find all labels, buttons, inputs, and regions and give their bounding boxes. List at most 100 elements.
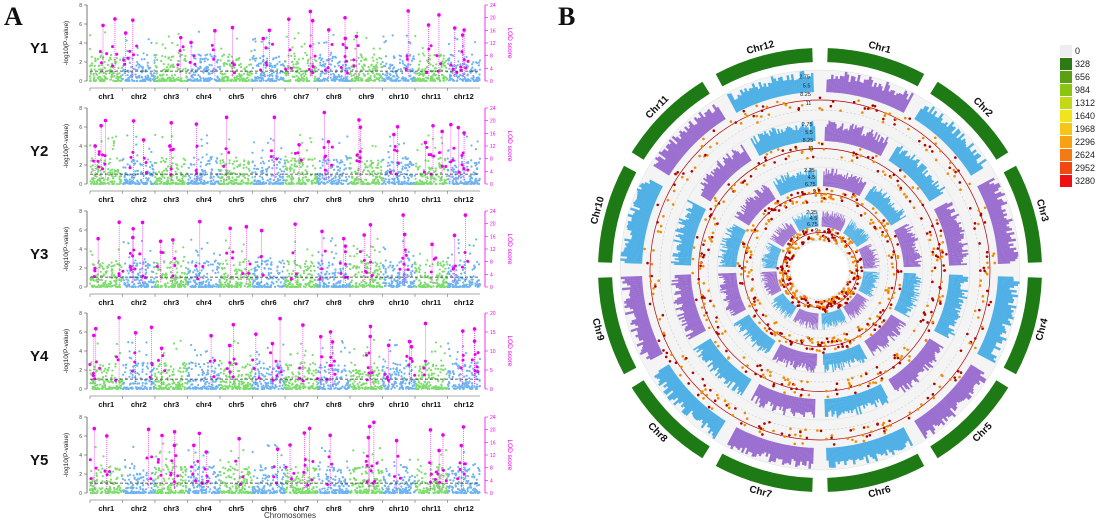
legend-value: 984 (1075, 84, 1091, 95)
chromosome-label: chr10 (389, 504, 409, 513)
right-tick-label: 0 (490, 491, 493, 497)
left-tick-label: 2 (79, 60, 82, 66)
chromosome-label: chr5 (228, 504, 244, 513)
right-tick-label: 16 (490, 440, 496, 446)
left-tick-label: 2 (79, 266, 82, 272)
legend-swatch (1060, 44, 1072, 57)
right-tick-label: 4 (490, 478, 493, 484)
ring-scale-label: 5.5 (805, 130, 813, 136)
density-legend: 0 328 656 984 1312 1640 1968 2296 2624 2952 3280 (1060, 44, 1106, 187)
chromosome-label: chr4 (196, 195, 213, 204)
left-tick-label: 6 (79, 22, 82, 28)
right-tick-label: 8 (490, 54, 493, 60)
ring-scale-label: 6.75 (805, 182, 816, 188)
chromosome-band (1003, 277, 1042, 375)
right-tick-label: 24 (490, 3, 496, 9)
right-tick-label: 12 (490, 144, 496, 150)
left-tick-label: 4 (79, 349, 82, 355)
chromosome-label: chr1 (98, 400, 114, 409)
right-tick-label: 4 (490, 66, 493, 72)
ring-scale-label: 8.25 (800, 92, 811, 98)
chromosome-label: chr8 (326, 195, 342, 204)
right-tick-label: 20 (490, 222, 496, 228)
chromosome-label: chr9 (358, 298, 374, 307)
left-tick-label: 6 (79, 125, 82, 131)
chromosome-label: chr8 (326, 504, 342, 513)
legend-value: 3280 (1075, 175, 1096, 186)
legend-value: 0 (1075, 45, 1081, 56)
left-axis-label: -log10(P-value) (63, 21, 70, 65)
right-tick-label: 0 (490, 387, 493, 393)
chromosome-label: chr4 (196, 504, 213, 513)
legend-item: 1312 (1060, 96, 1106, 109)
right-tick-label: 12 (490, 247, 496, 253)
ring-scale-label: 11 (806, 101, 812, 107)
chromosome-label: chr8 (326, 400, 342, 409)
right-tick-label: 0 (490, 182, 493, 188)
chromosome-label: chr2 (131, 195, 147, 204)
left-tick-label: 8 (79, 106, 82, 112)
legend-swatch (1060, 83, 1072, 96)
left-tick-label: 6 (79, 228, 82, 234)
legend-value: 2952 (1075, 162, 1096, 173)
right-tick-label: 12 (490, 41, 496, 47)
legend-value: 1312 (1075, 97, 1096, 108)
right-tick-label: 0 (490, 79, 493, 85)
right-tick-label: 15 (490, 330, 496, 336)
right-axis-label: LOD score (506, 27, 513, 58)
chromosome-label: chr12 (454, 298, 474, 307)
chromosome-label: chr3 (163, 298, 179, 307)
right-tick-label: 20 (490, 119, 496, 125)
ring-scale-label: 9 (813, 189, 816, 195)
chromosome-band (715, 453, 813, 492)
chromosome-label: chr4 (196, 92, 213, 101)
chromosome-label: chr11 (421, 298, 441, 307)
right-axis-label: LOD score (506, 130, 513, 161)
left-tick-label: 4 (79, 453, 82, 459)
right-tick-label: 20 (490, 428, 496, 434)
left-tick-label: 8 (79, 311, 82, 317)
chromosome-label: chr5 (228, 298, 244, 307)
chromosome-label: chr10 (389, 195, 409, 204)
chromosome-label: chr4 (196, 298, 213, 307)
ring-scale-label: 6.75 (807, 222, 818, 228)
legend-value: 1968 (1075, 123, 1096, 134)
legend-swatch (1060, 57, 1072, 70)
chromosome-label: chr6 (261, 195, 277, 204)
legend-item: 2952 (1060, 161, 1106, 174)
right-tick-label: 0 (490, 285, 493, 291)
legend-swatch (1060, 161, 1072, 174)
chromosome-label: chr5 (228, 92, 244, 101)
chromosome-label: chr8 (326, 298, 342, 307)
chromosome-label: chr1 (98, 298, 114, 307)
left-tick-label: 8 (79, 209, 82, 215)
right-tick-label: 16 (490, 234, 496, 240)
left-tick-label: 6 (79, 330, 82, 336)
left-tick-label: 0 (79, 491, 82, 497)
left-tick-label: 8 (79, 3, 82, 9)
right-axis-label: LOD score (506, 335, 513, 366)
chromosome-label: chr9 (358, 195, 374, 204)
legend-swatch (1060, 70, 1072, 83)
chromosome-band (598, 165, 637, 263)
chromosome-label: chr6 (261, 298, 277, 307)
chromosome-label: chr2 (131, 504, 147, 513)
ring-scale-label: 5.5 (803, 83, 811, 89)
chromosome-label: chr4 (196, 400, 213, 409)
legend-item: 656 (1060, 70, 1106, 83)
chromosome-label: chr3 (163, 92, 179, 101)
chromosome-label: chr11 (421, 504, 441, 513)
left-tick-label: 4 (79, 41, 82, 47)
chromosome-label: chr2 (131, 298, 147, 307)
legend-item: 1968 (1060, 122, 1106, 135)
right-tick-label: 8 (490, 157, 493, 163)
legend-item: 2624 (1060, 148, 1106, 161)
legend-swatch (1060, 122, 1072, 135)
right-tick-label: 16 (490, 131, 496, 137)
legend-swatch (1060, 148, 1072, 161)
right-tick-label: 24 (490, 209, 496, 215)
left-tick-label: 4 (79, 144, 82, 150)
